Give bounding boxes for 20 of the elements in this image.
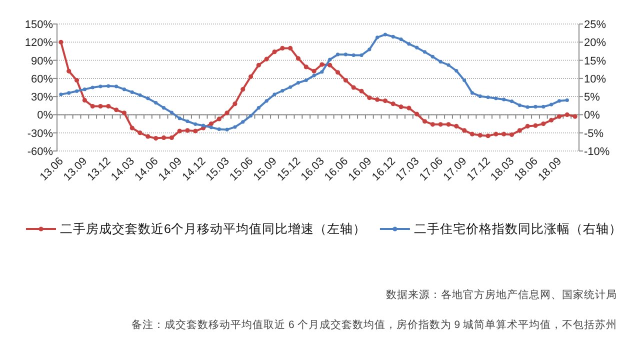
y2-tick-label: 0% bbox=[584, 110, 600, 122]
y2-tick-label: 10% bbox=[584, 73, 606, 86]
y-tick-label: -30% bbox=[27, 128, 54, 140]
y-tick-label: 90% bbox=[30, 55, 54, 68]
legend-label: 二手房成交套数近6个月移动平均值同比增速（左轴） bbox=[60, 221, 366, 236]
y-tick-label: 120% bbox=[24, 37, 54, 50]
y-tick-label: 60% bbox=[30, 73, 54, 86]
y2-tick-label: 15% bbox=[584, 55, 606, 68]
y2-tick-label: 25% bbox=[584, 19, 606, 31]
y2-tick-label: 5% bbox=[584, 92, 600, 104]
source-note: 数据来源：各地官方房地产信息网、国家统计局 bbox=[386, 288, 617, 301]
y2-tick-label: -10% bbox=[584, 146, 610, 158]
legend-label: 二手住宅价格指数同比涨幅（右轴） bbox=[414, 221, 622, 236]
text: 备注：成交套数移动平均值取近 6 个月成交套数均值，房价指数为 9 城简单算术平均值，不包括苏州 bbox=[132, 318, 617, 331]
y-tick-label: 150% bbox=[24, 19, 54, 31]
y-tick-label: 0% bbox=[37, 110, 54, 122]
y-tick-label: -60% bbox=[27, 146, 54, 158]
y2-tick-label: 20% bbox=[584, 37, 606, 50]
y-tick-label: 30% bbox=[30, 92, 54, 104]
y2-tick-label: -5% bbox=[584, 128, 604, 140]
